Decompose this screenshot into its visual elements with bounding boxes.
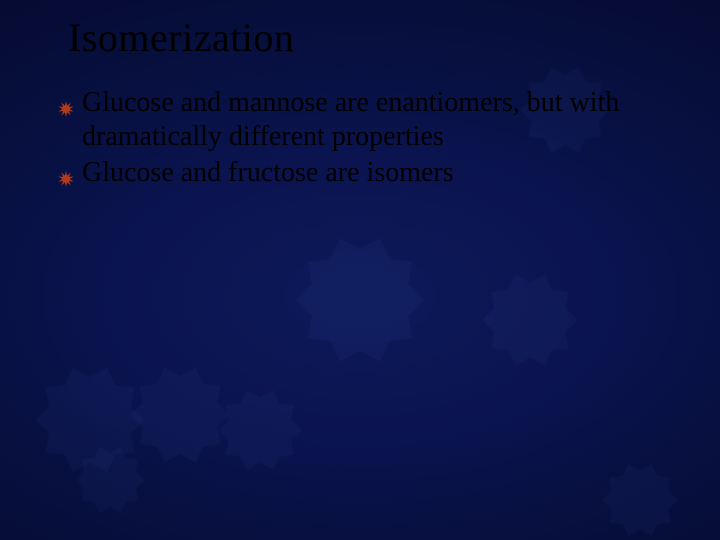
bullet-text: Glucose and fructose are isomers [82, 156, 648, 190]
bullet-item: Glucose and fructose are isomers [58, 156, 648, 196]
gear-icon [218, 388, 302, 477]
bullet-item: Glucose and mannose are enantiomers, but… [58, 86, 648, 154]
slide-title: Isomerization [68, 14, 294, 61]
bullet-text: Glucose and mannose are enantiomers, but… [82, 86, 648, 154]
starburst-icon [58, 162, 74, 196]
bullet-list: Glucose and mannose are enantiomers, but… [58, 86, 648, 198]
gear-icon [130, 365, 230, 470]
starburst-icon [58, 92, 74, 126]
gear-icon [482, 272, 578, 373]
gear-icon [75, 445, 145, 520]
gear-icon [295, 235, 425, 370]
gear-icon [602, 462, 678, 540]
slide: Isomerization Glucose and mannose are en… [0, 0, 720, 540]
